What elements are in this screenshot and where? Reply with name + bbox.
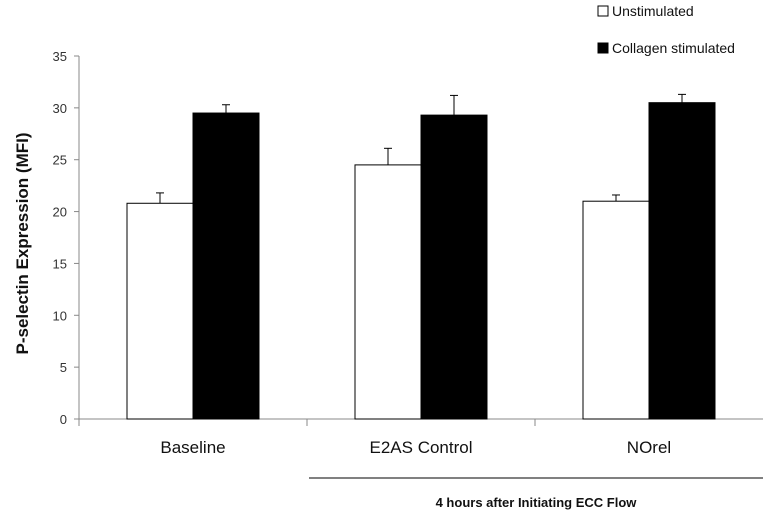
y-tick-label: 5: [60, 360, 67, 375]
y-tick-label: 0: [60, 412, 67, 427]
y-tick-label: 20: [53, 205, 67, 220]
bar-collagen-stimulated: [420, 114, 488, 420]
x-category-label: NOrel: [627, 438, 671, 457]
y-tick-label: 25: [53, 153, 67, 168]
legend-swatch-collagen-stimulated: [597, 42, 609, 54]
bar-unstimulated: [582, 200, 650, 420]
legend-label: Unstimulated: [612, 3, 694, 19]
legend-label: Collagen stimulated: [612, 40, 735, 56]
legend-swatch-unstimulated: [597, 5, 609, 17]
group-annotation-label: 4 hours after Initiating ECC Flow: [436, 495, 638, 510]
bar-collagen-stimulated: [192, 112, 260, 420]
y-tick-label: 35: [53, 49, 67, 64]
chart-bars: [126, 93, 716, 420]
bar-collagen-stimulated: [648, 102, 716, 420]
bar-unstimulated: [126, 202, 194, 420]
chart-legend: Unstimulated Collagen stimulated: [597, 3, 735, 56]
y-tick-label: 10: [53, 308, 67, 323]
y-axis-title: P-selectin Expression (MFI): [13, 133, 32, 355]
y-tick-label: 30: [53, 101, 67, 116]
x-category-label: E2AS Control: [370, 438, 473, 457]
bar-unstimulated: [354, 164, 422, 420]
x-category-label: Baseline: [160, 438, 225, 457]
chart-labels: Baseline E2AS Control NOrel P-selectin Expr…: [13, 133, 763, 510]
y-tick-label: 15: [53, 256, 67, 271]
